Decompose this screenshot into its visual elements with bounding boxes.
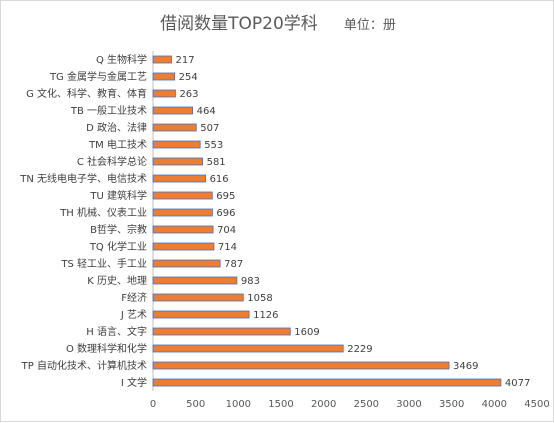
data-label: 714	[218, 242, 237, 253]
bar	[152, 361, 450, 370]
category-label: TN 无线电电子学、电信技术	[19, 172, 147, 185]
x-tick-label: 0	[150, 399, 156, 410]
unit-label: 单位：册	[343, 18, 396, 33]
category-label: J 艺术	[120, 309, 147, 321]
chart-title: 借阅数量TOP20学科 单位：册	[1, 9, 554, 34]
x-tick-label: 2500	[354, 399, 379, 410]
bar	[152, 55, 172, 64]
bar	[152, 157, 203, 166]
data-label: 553	[204, 140, 223, 151]
data-label: 1609	[294, 327, 319, 338]
title-text: 借阅数量TOP20学科	[160, 14, 318, 34]
bar	[152, 174, 206, 183]
data-label: 787	[224, 259, 243, 270]
data-label: 695	[216, 191, 235, 202]
category-label: G 文化、科学、教育、体育	[26, 87, 147, 100]
data-label: 1126	[253, 310, 278, 321]
x-tick-label: 3000	[396, 399, 421, 410]
bar	[152, 123, 197, 132]
data-label: 1058	[247, 293, 272, 304]
category-label: TQ 化学工业	[89, 240, 147, 253]
category-label: K 历史、地理	[87, 274, 147, 287]
data-label: 616	[210, 174, 229, 185]
data-label: 4077	[505, 378, 530, 389]
category-label: TG 金属学与金属工艺	[49, 70, 147, 83]
bar	[152, 140, 201, 149]
bar	[152, 191, 213, 200]
bar	[152, 72, 176, 81]
bar	[152, 310, 250, 319]
bar	[152, 225, 214, 234]
data-label: 983	[241, 276, 260, 287]
data-label: 464	[197, 106, 216, 117]
bar	[152, 327, 291, 336]
data-label: 2229	[347, 344, 372, 355]
category-label: TB 一般工业技术	[70, 104, 147, 117]
category-label: TM 电工技术	[88, 138, 147, 151]
data-label: 263	[179, 89, 198, 100]
category-label: TP 自动化技术、计算机技术	[21, 359, 147, 372]
bar	[152, 89, 176, 98]
x-tick-label: 500	[186, 399, 205, 410]
category-label: I 文学	[121, 376, 147, 389]
bar	[152, 208, 213, 217]
data-label: 507	[200, 123, 219, 134]
category-label: D 政治、法律	[86, 121, 147, 134]
bar	[152, 378, 502, 387]
bar	[152, 344, 344, 353]
category-label: TU 建筑科学	[89, 189, 147, 202]
bar	[152, 276, 238, 285]
category-label: F经济	[121, 291, 147, 304]
x-tick-label: 1000	[226, 399, 251, 410]
bar	[152, 106, 193, 115]
x-tick-label: 2000	[311, 399, 336, 410]
data-label: 3469	[453, 361, 478, 372]
category-label: H 语言、文字	[86, 325, 147, 338]
data-label: 217	[176, 55, 195, 66]
data-label: 254	[179, 72, 198, 83]
x-tick-label: 3500	[439, 399, 464, 410]
x-tick-label: 1500	[268, 399, 293, 410]
x-tick-label: 4500	[524, 399, 549, 410]
category-label: O 数理科学和化学	[66, 342, 147, 355]
data-label: 696	[216, 208, 235, 219]
bar	[152, 242, 215, 251]
data-label: 704	[217, 225, 236, 236]
category-label: TS 轻工业、手工业	[60, 257, 147, 270]
category-label: Q 生物科学	[96, 53, 147, 66]
x-tick-label: 4000	[482, 399, 507, 410]
data-label: 581	[207, 157, 226, 168]
category-label: C 社会科学总论	[77, 155, 147, 168]
bar	[152, 259, 221, 268]
bar	[152, 293, 244, 302]
category-label: B哲学、宗教	[90, 223, 147, 236]
category-label: TH 机械、仪表工业	[59, 206, 147, 219]
